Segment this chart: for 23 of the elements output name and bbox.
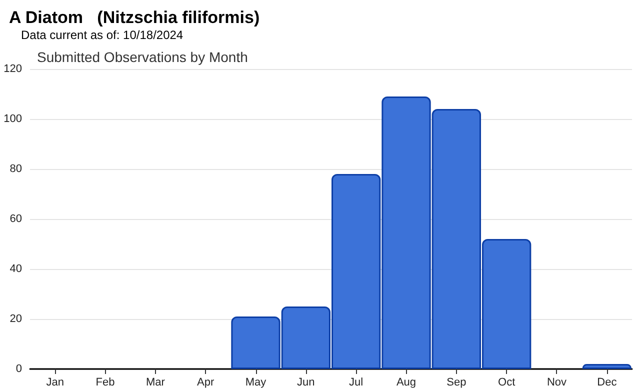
x-tick-label: May (245, 376, 267, 388)
chart-subtitle: Data current as of: 10/18/2024 (21, 28, 184, 42)
text: Submitted Observations by Month (37, 49, 248, 65)
x-tick-label: Nov (546, 376, 568, 388)
x-tick-label: Apr (197, 376, 214, 388)
y-tick-label: 0 (16, 363, 22, 375)
chart-title: A Diatom (Nitzschia filiformis) (9, 8, 260, 27)
x-tick-label: Jan (46, 376, 64, 388)
y-tick-label: 80 (10, 163, 22, 175)
y-tick-label: 120 (4, 63, 22, 75)
x-tick-label: Jul (349, 376, 364, 388)
bar (582, 364, 632, 369)
y-tick-label: 100 (4, 113, 22, 125)
x-tick-label: Mar (146, 376, 166, 388)
y-tick-label: 40 (10, 263, 22, 275)
x-tick-label: Sep (446, 376, 466, 388)
x-tick-label: Aug (396, 376, 416, 388)
x-tick-label: Feb (96, 376, 115, 388)
y-tick-label: 20 (10, 313, 22, 325)
y-tick-label: 60 (10, 213, 22, 225)
x-tick-label: Dec (597, 376, 618, 388)
x-tick-label: Jun (297, 376, 315, 388)
x-tick-label: Oct (498, 376, 516, 388)
